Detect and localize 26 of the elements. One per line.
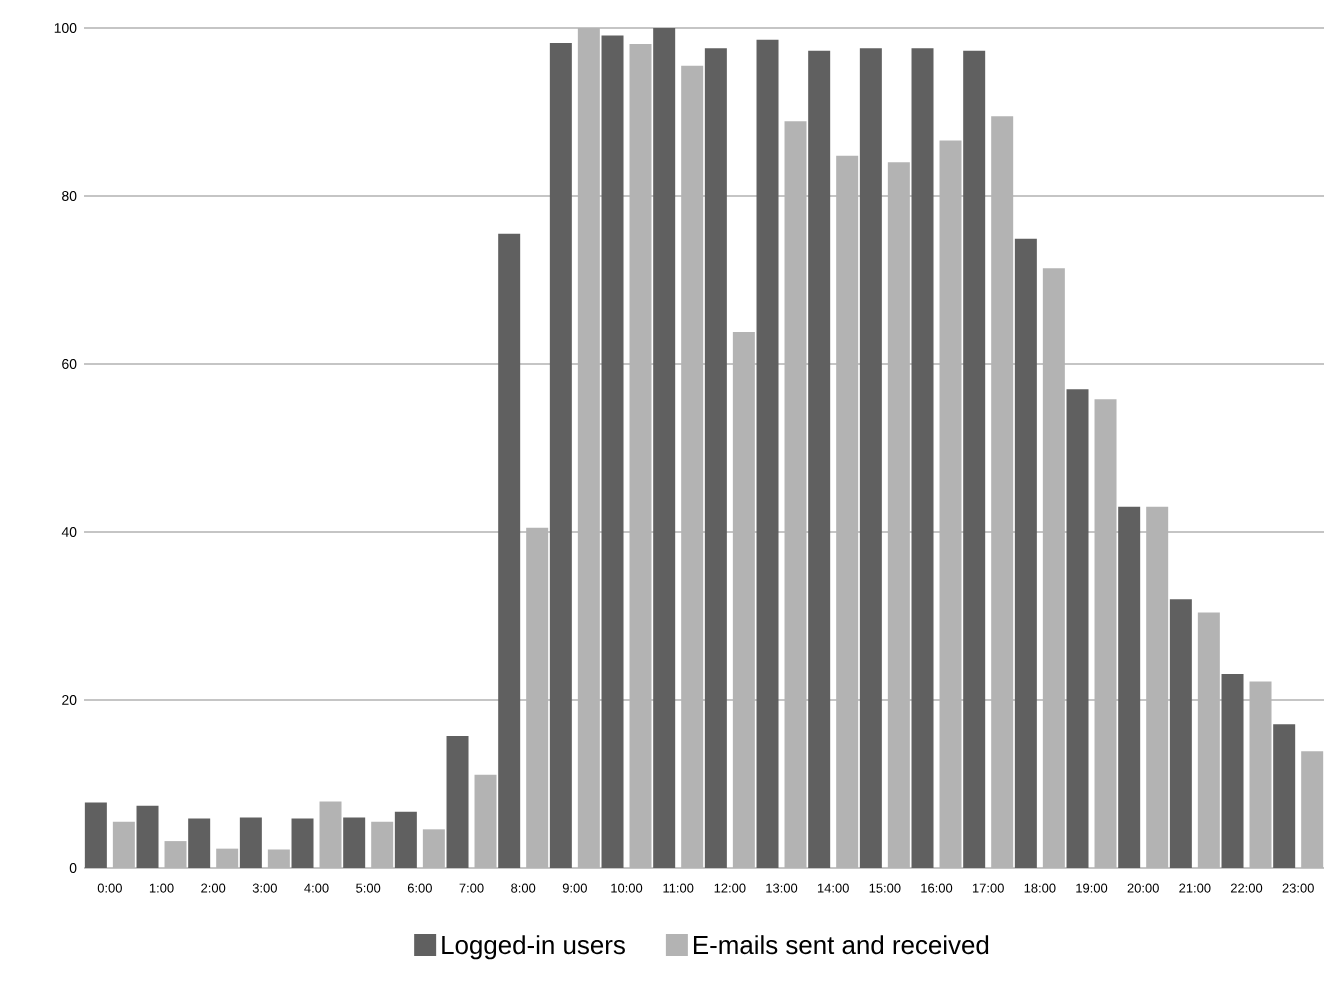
bar xyxy=(446,736,469,868)
bar xyxy=(1014,238,1037,868)
bar xyxy=(84,802,107,868)
bar xyxy=(808,50,831,868)
bar xyxy=(704,48,727,868)
bar xyxy=(756,39,779,868)
bar xyxy=(601,35,624,868)
bar xyxy=(239,817,262,868)
bar xyxy=(1169,599,1192,868)
bar xyxy=(394,811,417,868)
bar xyxy=(1118,506,1141,868)
legend-label: E-mails sent and received xyxy=(693,935,989,955)
bar xyxy=(1066,389,1089,868)
bar xyxy=(498,233,521,868)
bar xyxy=(1273,724,1296,868)
bar xyxy=(1221,673,1244,868)
bar xyxy=(136,805,159,868)
legend-label: Logged-in users xyxy=(442,935,625,960)
bar xyxy=(291,818,314,868)
bar xyxy=(653,27,676,868)
bar xyxy=(963,50,986,868)
bar xyxy=(549,43,572,868)
bar xyxy=(343,817,366,868)
bar xyxy=(188,818,211,868)
bar xyxy=(859,48,882,868)
bar xyxy=(911,48,934,868)
